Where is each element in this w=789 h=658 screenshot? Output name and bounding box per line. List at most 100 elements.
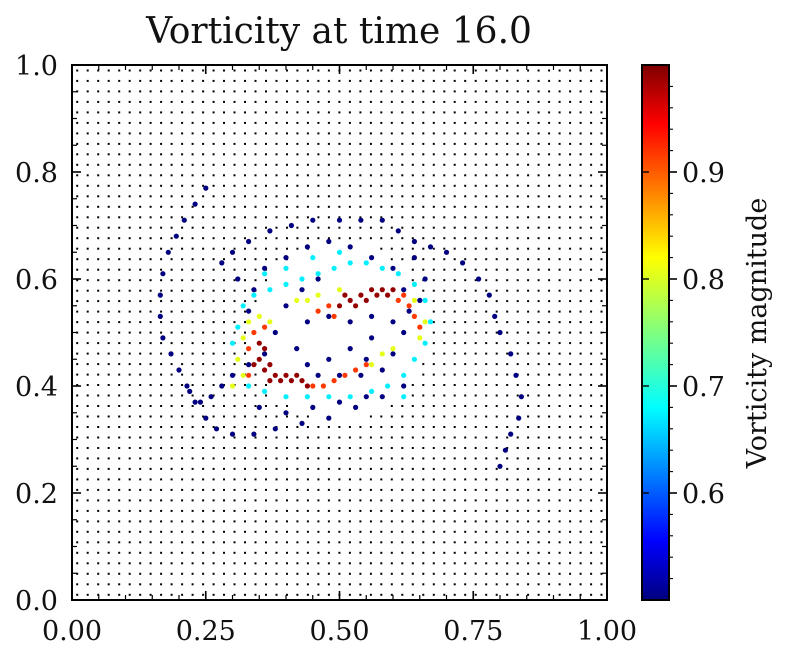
lattice-particle xyxy=(306,478,309,481)
lattice-particle xyxy=(432,342,435,345)
lattice-particle xyxy=(76,583,79,586)
lattice-particle xyxy=(411,583,414,586)
lattice-particle xyxy=(590,551,593,554)
lattice-particle xyxy=(411,530,414,533)
lattice-particle xyxy=(223,195,225,198)
lattice-particle xyxy=(453,436,456,439)
vorticity-point xyxy=(267,228,273,234)
lattice-particle xyxy=(97,499,100,502)
lattice-particle xyxy=(107,247,110,250)
lattice-particle xyxy=(244,205,246,208)
lattice-particle xyxy=(590,415,593,418)
lattice-particle xyxy=(244,331,246,334)
lattice-particle xyxy=(296,457,299,460)
lattice-particle xyxy=(128,79,131,82)
lattice-particle xyxy=(128,583,131,586)
lattice-particle xyxy=(390,258,393,261)
lattice-particle xyxy=(139,467,142,470)
lattice-particle xyxy=(506,593,509,596)
lattice-particle xyxy=(590,321,593,324)
lattice-particle xyxy=(359,467,362,470)
lattice-particle xyxy=(474,289,477,292)
vorticity-point xyxy=(315,271,321,277)
lattice-particle xyxy=(390,79,393,82)
lattice-particle xyxy=(380,121,383,124)
lattice-particle xyxy=(495,90,498,93)
lattice-particle xyxy=(139,300,142,303)
vorticity-point xyxy=(353,404,359,410)
lattice-particle xyxy=(202,405,205,407)
lattice-particle xyxy=(128,363,131,366)
lattice-particle xyxy=(244,509,246,512)
lattice-particle xyxy=(474,467,477,470)
lattice-particle xyxy=(411,394,414,397)
lattice-particle xyxy=(107,447,110,449)
lattice-particle xyxy=(432,447,435,449)
lattice-particle xyxy=(296,551,299,554)
lattice-particle xyxy=(191,142,194,145)
lattice-particle xyxy=(348,142,351,145)
lattice-particle xyxy=(244,237,246,240)
lattice-particle xyxy=(464,373,467,376)
lattice-particle xyxy=(495,541,498,544)
lattice-particle xyxy=(149,363,152,366)
lattice-particle xyxy=(76,363,79,366)
lattice-particle xyxy=(265,447,267,449)
lattice-particle xyxy=(86,342,89,345)
lattice-particle xyxy=(244,384,246,386)
lattice-particle xyxy=(527,457,530,460)
lattice-particle xyxy=(453,69,456,72)
lattice-particle xyxy=(548,509,551,512)
lattice-particle xyxy=(369,509,372,512)
lattice-particle xyxy=(223,268,225,271)
lattice-particle xyxy=(537,478,540,481)
lattice-particle xyxy=(317,153,320,156)
lattice-particle xyxy=(212,142,215,145)
vorticity-point xyxy=(262,324,268,330)
lattice-particle xyxy=(86,111,89,114)
lattice-particle xyxy=(600,79,603,82)
lattice-particle xyxy=(422,268,425,271)
lattice-particle xyxy=(191,174,194,177)
vorticity-point xyxy=(390,351,396,357)
lattice-particle xyxy=(495,572,498,575)
lattice-particle xyxy=(202,153,205,156)
lattice-particle xyxy=(600,331,603,334)
lattice-particle xyxy=(317,436,320,439)
lattice-particle xyxy=(118,384,121,386)
lattice-particle xyxy=(128,268,131,271)
lattice-particle xyxy=(86,394,89,397)
lattice-particle xyxy=(265,426,267,428)
lattice-particle xyxy=(516,583,519,586)
lattice-particle xyxy=(244,363,246,366)
lattice-particle xyxy=(327,153,330,156)
vorticity-point xyxy=(262,388,268,394)
lattice-particle xyxy=(128,289,131,292)
lattice-particle xyxy=(600,195,603,198)
lattice-particle xyxy=(212,237,215,240)
lattice-particle xyxy=(558,373,561,376)
lattice-particle xyxy=(139,184,142,187)
lattice-particle xyxy=(411,562,414,565)
lattice-particle xyxy=(286,184,288,187)
lattice-particle xyxy=(191,321,194,324)
lattice-particle xyxy=(149,415,152,418)
lattice-particle xyxy=(118,405,121,407)
lattice-particle xyxy=(590,352,593,355)
lattice-particle xyxy=(516,331,519,334)
lattice-particle xyxy=(548,426,551,428)
lattice-particle xyxy=(390,478,393,481)
lattice-particle xyxy=(286,100,288,103)
lattice-particle xyxy=(191,583,194,586)
lattice-particle xyxy=(443,352,446,355)
lattice-particle xyxy=(97,258,100,261)
lattice-particle xyxy=(306,457,309,460)
vorticity-point xyxy=(288,222,294,229)
lattice-particle xyxy=(107,69,110,72)
lattice-particle xyxy=(338,436,341,439)
lattice-particle xyxy=(411,163,414,166)
lattice-particle xyxy=(76,226,79,229)
lattice-particle xyxy=(233,69,236,72)
lattice-particle xyxy=(118,436,121,439)
lattice-particle xyxy=(97,100,100,103)
